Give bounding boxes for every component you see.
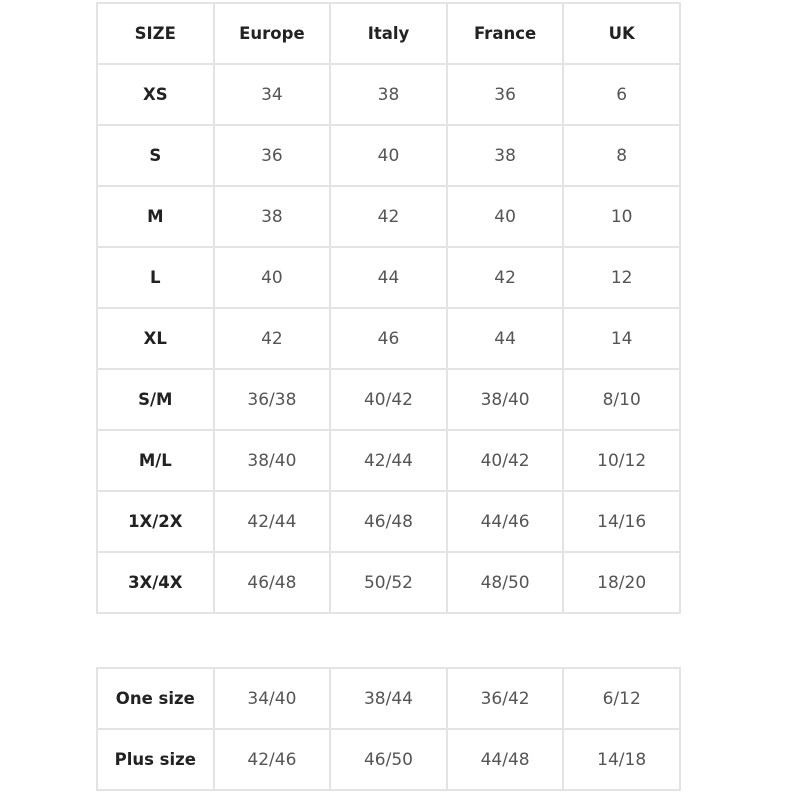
size-value-cell: 50/52 [329, 551, 448, 614]
size-value-cell: 46/48 [329, 490, 448, 553]
size-value-cell: 34 [212, 63, 332, 126]
size-value-cell: 8/10 [562, 368, 681, 431]
size-label-cell: One size [96, 667, 215, 730]
table-row: M 38 42 40 10 [96, 185, 681, 248]
table-row: XL 42 46 44 14 [96, 307, 681, 370]
size-value-cell: 38/44 [329, 667, 448, 730]
size-value-cell: 12 [562, 246, 681, 309]
table-row: Plus size 42/46 46/50 44/48 14/18 [96, 728, 681, 791]
size-value-cell: 46/50 [329, 728, 448, 791]
size-value-cell: 36 [445, 63, 565, 126]
one-size-plus-size-table: One size 34/40 38/44 36/42 6/12 Plus size 42/4… [96, 667, 681, 791]
size-label-cell: Plus size [96, 728, 215, 791]
size-value-cell: 42 [212, 307, 332, 370]
size-label-cell: S [96, 124, 215, 187]
size-value-cell: 38 [445, 124, 565, 187]
size-value-cell: 42/46 [212, 728, 332, 791]
size-conversion-table: SIZE Europe Italy France UK XS 34 38 36 6 S 36 40 38 8… [96, 2, 681, 614]
size-value-cell: 42/44 [212, 490, 332, 553]
size-label-cell: S/M [96, 368, 215, 431]
size-value-cell: 14/16 [562, 490, 681, 553]
column-header: Europe [212, 2, 332, 65]
table-row: One size 34/40 38/44 36/42 6/12 [96, 667, 681, 730]
table-row: 3X/4X 46/48 50/52 48/50 18/20 [96, 551, 681, 614]
size-value-cell: 44 [329, 246, 448, 309]
table-row: XS 34 38 36 6 [96, 63, 681, 126]
size-value-cell: 36 [212, 124, 332, 187]
column-header: France [445, 2, 565, 65]
size-value-cell: 42 [445, 246, 565, 309]
size-label-cell: 3X/4X [96, 551, 215, 614]
column-header: Italy [329, 2, 448, 65]
size-value-cell: 42 [329, 185, 448, 248]
size-value-cell: 6/12 [562, 667, 681, 730]
size-value-cell: 40 [329, 124, 448, 187]
size-value-cell: 38 [329, 63, 448, 126]
size-value-cell: 38/40 [445, 368, 565, 431]
size-value-cell: 18/20 [562, 551, 681, 614]
header-row: SIZE Europe Italy France UK [96, 2, 681, 65]
size-value-cell: 8 [562, 124, 681, 187]
size-label-cell: M [96, 185, 215, 248]
size-value-cell: 10 [562, 185, 681, 248]
size-value-cell: 46 [329, 307, 448, 370]
size-value-cell: 44/48 [445, 728, 565, 791]
size-value-cell: 46/48 [212, 551, 332, 614]
size-value-cell: 40/42 [445, 429, 565, 492]
size-value-cell: 48/50 [445, 551, 565, 614]
table-row: L 40 44 42 12 [96, 246, 681, 309]
size-value-cell: 38 [212, 185, 332, 248]
size-value-cell: 44 [445, 307, 565, 370]
table-row: S 36 40 38 8 [96, 124, 681, 187]
size-value-cell: 36/38 [212, 368, 332, 431]
table-row: 1X/2X 42/44 46/48 44/46 14/16 [96, 490, 681, 553]
size-value-cell: 38/40 [212, 429, 332, 492]
size-value-cell: 14/18 [562, 728, 681, 791]
column-header: SIZE [96, 2, 215, 65]
size-label-cell: XL [96, 307, 215, 370]
size-label-cell: L [96, 246, 215, 309]
size-value-cell: 36/42 [445, 667, 565, 730]
size-value-cell: 10/12 [562, 429, 681, 492]
size-label-cell: 1X/2X [96, 490, 215, 553]
table-row: S/M 36/38 40/42 38/40 8/10 [96, 368, 681, 431]
size-value-cell: 44/46 [445, 490, 565, 553]
size-value-cell: 40 [212, 246, 332, 309]
size-value-cell: 14 [562, 307, 681, 370]
table-row: M/L 38/40 42/44 40/42 10/12 [96, 429, 681, 492]
size-value-cell: 40/42 [329, 368, 448, 431]
size-value-cell: 6 [562, 63, 681, 126]
size-label-cell: XS [96, 63, 215, 126]
size-label-cell: M/L [96, 429, 215, 492]
size-value-cell: 42/44 [329, 429, 448, 492]
size-value-cell: 40 [445, 185, 565, 248]
column-header: UK [562, 2, 681, 65]
size-value-cell: 34/40 [212, 667, 332, 730]
